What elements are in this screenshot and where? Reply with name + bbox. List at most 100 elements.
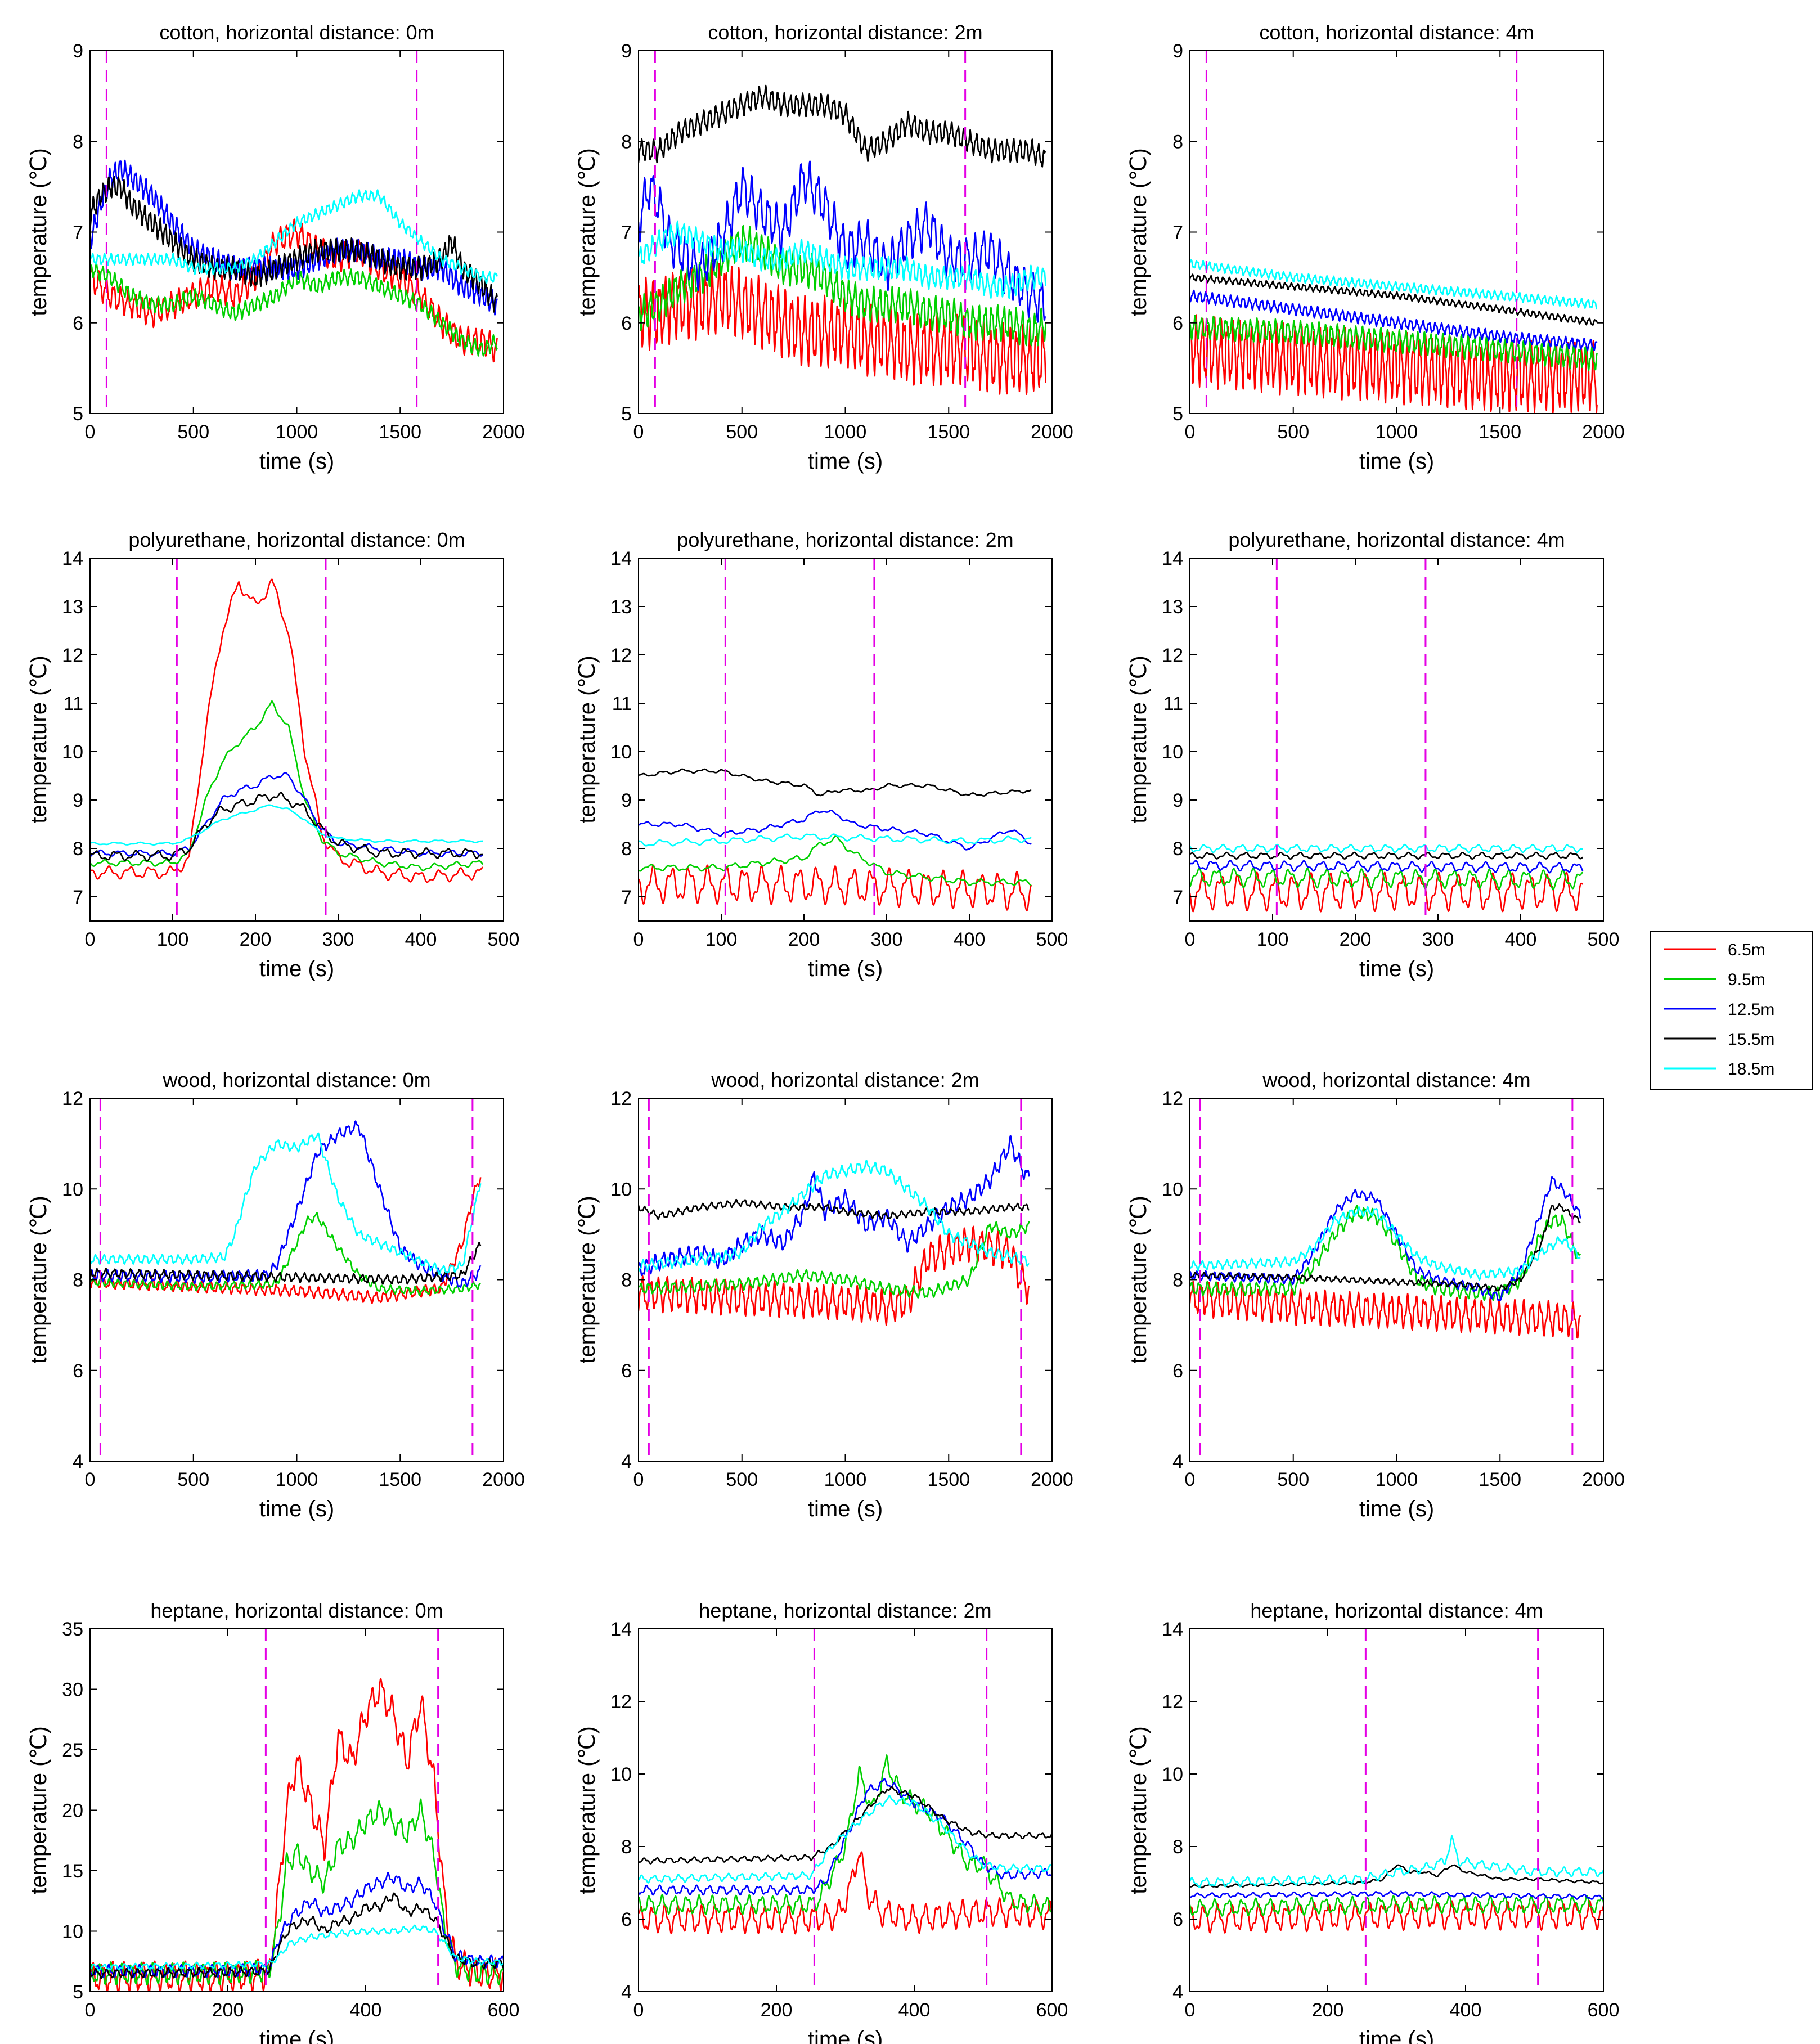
x-tick-label: 600 (488, 2000, 520, 2021)
y-tick-label: 6 (1172, 313, 1183, 334)
y-tick-label: 9 (621, 790, 632, 811)
series-line-9-5m (639, 1221, 1030, 1299)
y-tick-label: 12 (62, 645, 83, 666)
series-line-15-5m (639, 84, 1046, 168)
x-tick-label: 500 (488, 929, 520, 950)
x-tick-label: 1000 (824, 1469, 867, 1490)
x-tick-label: 100 (157, 929, 189, 950)
series-line-6-5m (1190, 871, 1583, 913)
x-tick-label: 0 (85, 929, 96, 950)
plot-title: cotton, horizontal distance: 4m (1259, 21, 1534, 44)
y-tick-label: 14 (1162, 548, 1183, 569)
y-tick-label: 8 (621, 1270, 632, 1291)
x-tick-label: 100 (1257, 929, 1289, 950)
x-tick-label: 1500 (379, 421, 421, 443)
y-tick-label: 10 (1162, 742, 1183, 763)
y-tick-label: 8 (73, 1270, 83, 1291)
x-tick-label: 1000 (824, 421, 867, 443)
y-tick-label: 4 (621, 1451, 632, 1472)
x-tick-label: 2000 (482, 1469, 525, 1490)
plot-title: cotton, horizontal distance: 2m (708, 21, 982, 44)
plot-title: polyurethane, horizontal distance: 2m (677, 528, 1013, 551)
series-line-12-5m (1190, 1890, 1603, 1900)
y-tick-label: 8 (73, 131, 83, 152)
x-tick-label: 1500 (1479, 421, 1521, 443)
y-axis-label: temperature (℃) (1126, 148, 1151, 316)
y-tick-label: 12 (610, 1691, 632, 1713)
series-lines (90, 578, 484, 883)
series-line-15-5m (90, 1892, 504, 1979)
x-tick-label: 0 (85, 421, 96, 443)
y-tick-label: 9 (621, 41, 632, 62)
plot-frame (1189, 558, 1604, 922)
y-axis-label: temperature (℃) (575, 1726, 600, 1894)
y-tick-label: 7 (1172, 887, 1183, 908)
x-tick-label: 500 (177, 1469, 209, 1490)
plot-title: wood, horizontal distance: 2m (711, 1068, 979, 1091)
series-line-9-5m (639, 225, 1046, 347)
x-axis-label: time (s) (259, 956, 334, 981)
y-tick-label: 10 (610, 742, 632, 763)
series-line-6-5m (90, 578, 483, 883)
plot-area (639, 558, 1052, 921)
x-tick-label: 1500 (379, 1469, 421, 1490)
series-line-6-5m (639, 1851, 1052, 1935)
y-axis-label: temperature (℃) (26, 1196, 51, 1363)
series-lines (639, 1135, 1030, 1326)
x-tick-label: 200 (240, 929, 272, 950)
y-tick-label: 13 (62, 596, 83, 618)
y-tick-label: 6 (1172, 1360, 1183, 1382)
series-line-18-5m (1190, 1835, 1603, 1888)
x-tick-label: 1500 (927, 421, 970, 443)
y-tick-label: 8 (1172, 1836, 1183, 1858)
y-tick-label: 10 (62, 1921, 83, 1943)
plot-area (90, 1629, 504, 1992)
series-lines (1190, 259, 1598, 414)
y-tick-label: 7 (73, 222, 83, 244)
y-tick-label: 8 (1172, 131, 1183, 152)
x-tick-label: 500 (1277, 1469, 1309, 1490)
plot-title: wood, horizontal distance: 0m (162, 1068, 430, 1091)
x-tick-label: 0 (1185, 2000, 1196, 2021)
series-lines (639, 1754, 1052, 1935)
x-axis-label: time (s) (808, 1497, 883, 1521)
series-line-6-5m (90, 1678, 504, 1992)
y-tick-label: 6 (73, 313, 83, 334)
y-tick-label: 10 (62, 742, 83, 763)
x-axis-label: time (s) (259, 1497, 334, 1521)
plot-frame (638, 558, 1053, 922)
x-tick-label: 400 (350, 2000, 382, 2021)
x-tick-label: 300 (322, 929, 354, 950)
series-line-18-5m (1190, 843, 1583, 853)
y-tick-label: 6 (621, 1360, 632, 1382)
series-line-18-5m (90, 1924, 504, 1971)
y-tick-label: 4 (1172, 1451, 1183, 1472)
series-lines (90, 159, 498, 363)
legend: 6.5m 9.5m 12.5m 15.5m 18.5m (1650, 931, 1813, 1090)
x-tick-label: 300 (1422, 929, 1454, 950)
plot-area (90, 558, 504, 921)
x-tick-label: 0 (633, 1469, 644, 1490)
legend-label: 6.5m (1728, 941, 1765, 959)
y-tick-label: 10 (610, 1179, 632, 1200)
y-tick-label: 5 (621, 403, 632, 425)
plot-frame (89, 558, 504, 922)
y-tick-label: 7 (621, 222, 632, 244)
x-tick-label: 0 (85, 2000, 96, 2021)
y-tick-label: 9 (1172, 41, 1183, 62)
y-tick-label: 12 (1162, 645, 1183, 666)
x-tick-label: 0 (85, 1469, 96, 1490)
y-tick-label: 12 (1162, 1691, 1183, 1713)
series-line-6-5m (639, 864, 1032, 912)
y-axis-label: temperature (℃) (575, 1196, 600, 1363)
x-axis-label: time (s) (1359, 956, 1434, 981)
legend-label: 9.5m (1728, 971, 1765, 989)
y-tick-label: 12 (610, 645, 632, 666)
series-line-9-5m (639, 835, 1032, 887)
y-tick-label: 9 (1172, 790, 1183, 811)
series-line-9-5m (90, 1212, 481, 1296)
x-tick-label: 200 (1340, 929, 1372, 950)
x-tick-label: 500 (1588, 929, 1620, 950)
y-tick-label: 30 (62, 1679, 83, 1701)
x-tick-label: 1500 (1479, 1469, 1521, 1490)
